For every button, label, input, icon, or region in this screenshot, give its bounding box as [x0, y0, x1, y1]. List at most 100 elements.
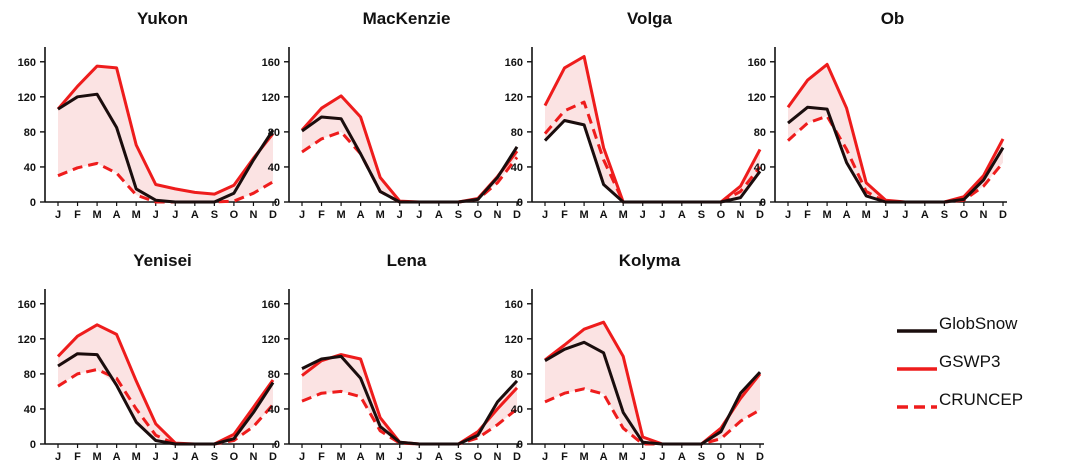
x-tick-label: S [211, 451, 218, 463]
series-line-globsnow [301, 354, 519, 446]
y-tick-label: 120 [262, 92, 280, 104]
y-tick-label: 80 [754, 127, 766, 139]
x-tick-label: M [862, 209, 871, 221]
x-tick-label: M [619, 451, 628, 463]
envelope-area [545, 322, 760, 444]
y-tick-label: 0 [30, 439, 36, 451]
y-tick-label: 160 [18, 299, 36, 311]
x-tick-label: A [678, 451, 686, 463]
x-tick-label: N [736, 209, 744, 221]
envelope-area [58, 324, 273, 444]
y-tick-label: 40 [268, 162, 280, 174]
x-tick-label: M [93, 209, 102, 221]
series-line-globsnow [543, 119, 762, 204]
x-tick-label: J [542, 451, 548, 463]
x-tick-label: F [804, 209, 811, 221]
series-line-globsnow [57, 92, 275, 204]
x-tick-label: O [230, 209, 239, 221]
series-line-cruncep [301, 389, 518, 446]
y-tick-label: 0 [30, 197, 36, 209]
panel-title: Yukon [137, 9, 188, 28]
y-tick-label: 160 [505, 299, 523, 311]
x-tick-label: J [883, 209, 889, 221]
panel-title: Yenisei [133, 251, 192, 270]
legend: GlobSnow GSWP3 CRUNCEP [897, 314, 1023, 409]
x-tick-label: M [132, 451, 141, 463]
x-tick-label: O [717, 209, 726, 221]
x-tick-label: J [299, 451, 305, 463]
x-tick-label: A [113, 451, 121, 463]
y-tick-label: 40 [754, 162, 766, 174]
envelope-area [302, 354, 517, 444]
x-tick-label: J [55, 451, 61, 463]
x-tick-label: J [416, 451, 422, 463]
y-tick-label: 40 [511, 404, 523, 416]
panel-title: Kolyma [619, 251, 681, 270]
y-tick-label: 0 [274, 197, 280, 209]
y-tick-label: 0 [760, 197, 766, 209]
series-line-globsnow [301, 115, 519, 204]
y-tick-label: 40 [24, 404, 36, 416]
x-tick-label: J [659, 451, 665, 463]
x-tick-label: A [113, 209, 121, 221]
x-tick-label: M [337, 209, 346, 221]
y-tick-label: 120 [505, 92, 523, 104]
x-tick-label: N [736, 451, 744, 463]
x-tick-label: F [74, 451, 81, 463]
series-line-globsnow [57, 352, 275, 446]
series-line-globsnow [544, 340, 762, 446]
y-tick-label: 120 [505, 334, 523, 346]
y-tick-label: 120 [18, 92, 36, 104]
x-tick-label: J [55, 209, 61, 221]
x-tick-label: M [337, 451, 346, 463]
x-tick-label: D [513, 209, 521, 221]
x-tick-label: D [513, 451, 521, 463]
x-tick-label: D [269, 451, 277, 463]
panel-title: Lena [387, 251, 427, 270]
y-tick-label: 80 [268, 127, 280, 139]
y-tick-label: 0 [274, 439, 280, 451]
panel-title: Ob [881, 9, 905, 28]
y-tick-label: 160 [262, 299, 280, 311]
x-tick-label: M [823, 209, 832, 221]
x-tick-label: A [600, 451, 608, 463]
x-tick-label: O [717, 451, 726, 463]
y-tick-label: 120 [18, 334, 36, 346]
x-tick-label: A [843, 209, 851, 221]
x-tick-label: J [640, 451, 646, 463]
y-tick-label: 40 [511, 162, 523, 174]
x-tick-label: J [153, 451, 159, 463]
x-tick-label: O [230, 451, 239, 463]
x-tick-label: J [785, 209, 791, 221]
x-tick-label: F [318, 209, 325, 221]
x-tick-label: A [921, 209, 929, 221]
y-tick-label: 120 [748, 92, 766, 104]
x-tick-label: M [93, 451, 102, 463]
envelope-area [302, 95, 517, 202]
envelope-area [788, 64, 1003, 203]
y-tick-label: 120 [262, 334, 280, 346]
y-tick-label: 80 [24, 127, 36, 139]
x-tick-label: J [397, 451, 403, 463]
series-line-globsnow [787, 105, 1005, 204]
y-tick-label: 160 [505, 57, 523, 69]
y-tick-label: 80 [24, 369, 36, 381]
x-tick-label: A [357, 209, 365, 221]
series-line-cruncep [57, 161, 274, 204]
x-tick-label: D [756, 451, 764, 463]
x-tick-label: A [191, 209, 199, 221]
panel-title: MacKenzie [363, 9, 451, 28]
series-line-gswp3 [56, 64, 275, 196]
x-tick-label: J [640, 209, 646, 221]
x-tick-label: A [600, 209, 608, 221]
x-tick-label: J [299, 209, 305, 221]
x-tick-label: F [561, 451, 568, 463]
x-tick-label: A [435, 209, 443, 221]
legend-label: CRUNCEP [939, 390, 1023, 409]
